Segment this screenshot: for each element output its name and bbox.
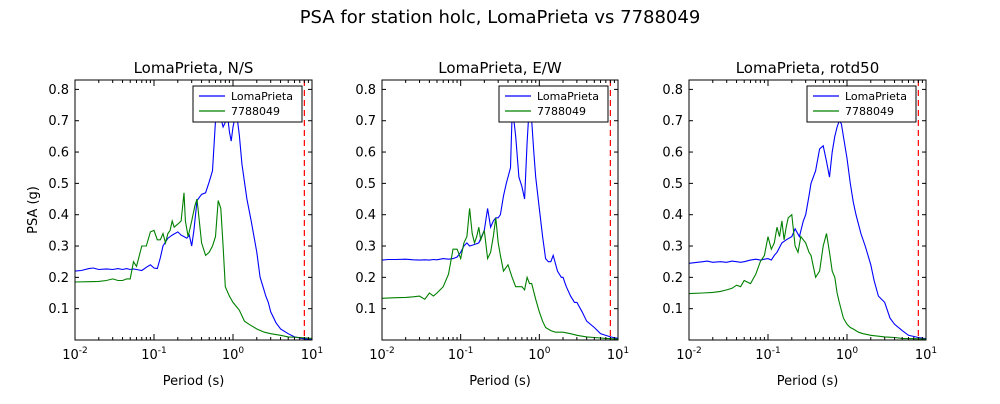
x-tick-label: 10-1: [141, 346, 167, 363]
x-tick-label-exponent: -1: [772, 346, 781, 356]
y-tick-label: 0.7: [355, 114, 376, 129]
x-axis-label: Period (s): [469, 374, 531, 389]
x-tick-label: 10-2: [369, 346, 395, 363]
figure-title: PSA for station holc, LomaPrieta vs 7788…: [300, 7, 701, 28]
series-line-7788049: [75, 192, 312, 339]
y-tick-label: 0.5: [662, 177, 683, 192]
y-tick-label: 0.2: [355, 271, 376, 286]
legend: LomaPrieta 7788049: [192, 85, 303, 123]
legend-entry: LomaPrieta: [231, 90, 293, 103]
x-tick-label: 10-1: [755, 346, 781, 363]
x-tick-label-base: 10: [141, 348, 158, 363]
x-axis-label: Period (s): [163, 374, 225, 389]
x-axis-label: Period (s): [777, 374, 839, 389]
legend-box: [498, 85, 609, 123]
x-tick-label-exponent: 0: [238, 346, 244, 356]
series-line-lomaprieta: [689, 119, 926, 340]
y-tick-label: 0.1: [355, 302, 376, 317]
x-tick-label-exponent: -1: [158, 346, 167, 356]
legend-entry: LomaPrieta: [537, 90, 599, 103]
y-tick-label: 0.7: [48, 114, 69, 129]
x-tick-label-base: 10: [222, 348, 239, 363]
x-tick-label: 10-2: [676, 346, 702, 363]
legend-entry: LomaPrieta: [845, 90, 907, 103]
x-tick-label: 101: [915, 346, 937, 363]
x-tick-label-exponent: -2: [79, 346, 88, 356]
legend: LomaPrieta 7788049: [806, 85, 917, 123]
y-tick-label: 0.6: [355, 146, 376, 161]
axes-frame: [688, 79, 927, 341]
legend-entry: 7788049: [537, 105, 586, 118]
x-tick-label-base: 10: [448, 348, 465, 363]
y-tick-label: 0.4: [355, 208, 376, 223]
x-tick-label: 100: [528, 346, 551, 363]
legend-entry: 7788049: [845, 105, 894, 118]
legend-entry: 7788049: [231, 105, 280, 118]
y-tick-label: 0.1: [662, 302, 683, 317]
x-tick-label-base: 10: [369, 348, 386, 363]
y-tick-label: 0.6: [48, 146, 69, 161]
x-tick-label: 100: [836, 346, 859, 363]
y-tick-label: 0.6: [662, 146, 683, 161]
y-tick-label: 0.8: [355, 83, 376, 98]
x-tick-label-exponent: 1: [317, 346, 323, 356]
series-line-7788049: [689, 213, 926, 340]
x-tick-label-exponent: 1: [623, 346, 629, 356]
y-tick-label: 0.7: [662, 114, 683, 129]
axes-frame: [74, 79, 313, 341]
y-tick-label: 0.3: [662, 240, 683, 255]
legend-box: [806, 85, 917, 123]
y-tick-label: 0.1: [48, 302, 69, 317]
series-line-7788049: [382, 208, 618, 340]
chart-title: LomaPrieta, E/W: [438, 59, 562, 77]
x-tick-label-base: 10: [607, 348, 624, 363]
x-tick-label-exponent: 0: [852, 346, 858, 356]
chart-panel-2: LomaPrieta, E/W 0.1 0.2 0.3 0.4 0.5 0.6 0.7 0.8 1…: [355, 59, 629, 389]
x-tick-label: 101: [301, 346, 323, 363]
y-tick-label: 0.2: [662, 271, 683, 286]
x-tick-label-base: 10: [915, 348, 932, 363]
x-tick-label-base: 10: [755, 348, 772, 363]
x-tick-label-base: 10: [301, 348, 318, 363]
y-tick-label: 0.3: [48, 240, 69, 255]
x-tick-label-exponent: 0: [545, 346, 551, 356]
x-tick-label: 100: [222, 346, 245, 363]
subplots: LomaPrieta, N/S 0.1 0.2 0.3 0.4 0.5 0.6 0.7 0.8 1…: [26, 59, 937, 389]
x-tick-label: 10-1: [448, 346, 474, 363]
y-tick-label: 0.8: [48, 83, 69, 98]
series-line-lomaprieta: [382, 101, 618, 339]
chart-title: LomaPrieta, rotd50: [736, 59, 880, 77]
y-tick-label: 0.5: [48, 177, 69, 192]
series-line-lomaprieta: [75, 106, 312, 340]
x-tick-label: 101: [607, 346, 629, 363]
x-tick-label-exponent: -2: [386, 346, 395, 356]
x-tick-label-exponent: 1: [931, 346, 937, 356]
x-tick-label-exponent: -1: [464, 346, 473, 356]
y-tick-label: 0.8: [662, 83, 683, 98]
y-tick-label: 0.3: [355, 240, 376, 255]
y-axis-label: PSA (g): [26, 186, 41, 234]
x-tick-label-exponent: -2: [693, 346, 702, 356]
legend-box: [192, 85, 303, 123]
x-tick-label-base: 10: [62, 348, 79, 363]
x-tick-label-base: 10: [676, 348, 693, 363]
y-tick-label: 0.4: [662, 208, 683, 223]
y-tick-label: 0.5: [355, 177, 376, 192]
y-tick-label: 0.2: [48, 271, 69, 286]
x-tick-label-base: 10: [528, 348, 545, 363]
chart-title: LomaPrieta, N/S: [134, 59, 254, 77]
axes-frame: [381, 79, 619, 341]
x-tick-label-base: 10: [836, 348, 853, 363]
y-tick-label: 0.4: [48, 208, 69, 223]
chart-panel-3: LomaPrieta, rotd50 0.1 0.2 0.3 0.4 0.5 0.6 0.7 0…: [662, 59, 937, 389]
chart-panel-1: LomaPrieta, N/S 0.1 0.2 0.3 0.4 0.5 0.6 0.7 0.8 1…: [26, 59, 323, 389]
x-tick-label: 10-2: [62, 346, 88, 363]
legend: LomaPrieta 7788049: [498, 85, 609, 123]
